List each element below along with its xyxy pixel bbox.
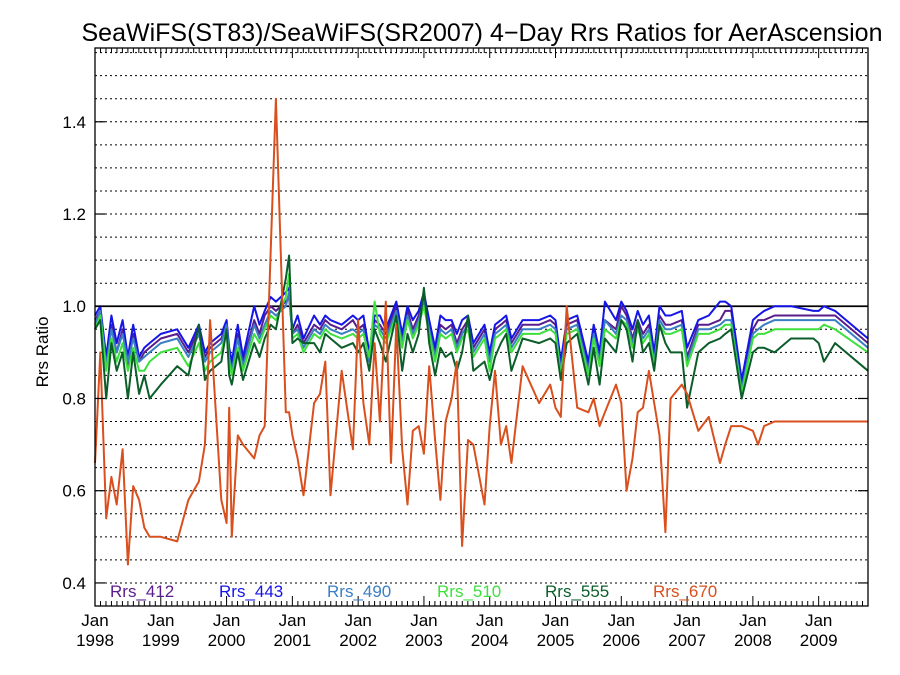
x-tick-label-month: Jan [476, 611, 503, 630]
series-line-rrs-670 [94, 97, 868, 566]
x-tick-label-month: Jan [279, 611, 306, 630]
legend-entry-rrs-670: Rrs_670 [653, 582, 717, 601]
x-tick-label-year: 2004 [471, 631, 509, 650]
y-tick-label: 1.0 [62, 297, 86, 316]
y-tick-label: 1.2 [62, 205, 86, 224]
legend-entry-rrs-443: Rrs_443 [219, 582, 283, 601]
y-axis-label: Rrs Ratio [33, 317, 52, 388]
series-line-rrs-443 [94, 286, 869, 381]
data-series [94, 97, 869, 566]
x-tick-label-year: 2006 [602, 631, 640, 650]
x-tick-label-year: 2000 [208, 631, 246, 650]
chart-title: SeaWiFS(ST83)/SeaWiFS(SR2007) 4−Day Rrs … [82, 19, 883, 47]
x-tick-label-year: 2007 [668, 631, 706, 650]
x-tick-label-year: 1999 [142, 631, 180, 650]
y-tick-label: 0.4 [62, 574, 86, 593]
axis-ticks: 0.40.60.81.01.21.4Jan1998Jan1999Jan2000J… [62, 48, 869, 650]
y-tick-label: 1.4 [62, 113, 86, 132]
x-tick-label-month: Jan [608, 611, 635, 630]
x-tick-label-month: Jan [805, 611, 832, 630]
y-tick-label: 0.8 [62, 389, 86, 408]
x-tick-label-month: Jan [147, 611, 174, 630]
x-tick-label-month: Jan [739, 611, 766, 630]
x-tick-label-year: 2005 [537, 631, 575, 650]
legend-entry-rrs-555: Rrs_555 [545, 582, 609, 601]
series-line-rrs-555 [94, 254, 869, 409]
x-tick-label-year: 2009 [800, 631, 838, 650]
x-tick-label-year: 1998 [76, 631, 114, 650]
legend-entry-rrs-412: Rrs_412 [110, 582, 174, 601]
x-tick-label-month: Jan [410, 611, 437, 630]
x-tick-label-month: Jan [542, 611, 569, 630]
x-tick-label-month: Jan [673, 611, 700, 630]
legend-entry-rrs-510: Rrs_510 [437, 582, 501, 601]
x-tick-label-month: Jan [81, 611, 108, 630]
legend: Rrs_412 Rrs_443 Rrs_490 Rrs_510 Rrs_555 Rrs_6… [110, 582, 717, 601]
legend-entry-rrs-490: Rrs_490 [327, 582, 391, 601]
x-tick-label-month: Jan [344, 611, 371, 630]
x-tick-label-year: 2002 [339, 631, 377, 650]
x-tick-label-year: 2008 [734, 631, 772, 650]
x-tick-label-year: 2003 [405, 631, 443, 650]
plot-frame [94, 47, 869, 607]
gridlines [95, 52, 868, 584]
x-tick-label-month: Jan [213, 611, 240, 630]
x-tick-label-year: 2001 [273, 631, 311, 650]
y-tick-label: 0.6 [62, 482, 86, 501]
